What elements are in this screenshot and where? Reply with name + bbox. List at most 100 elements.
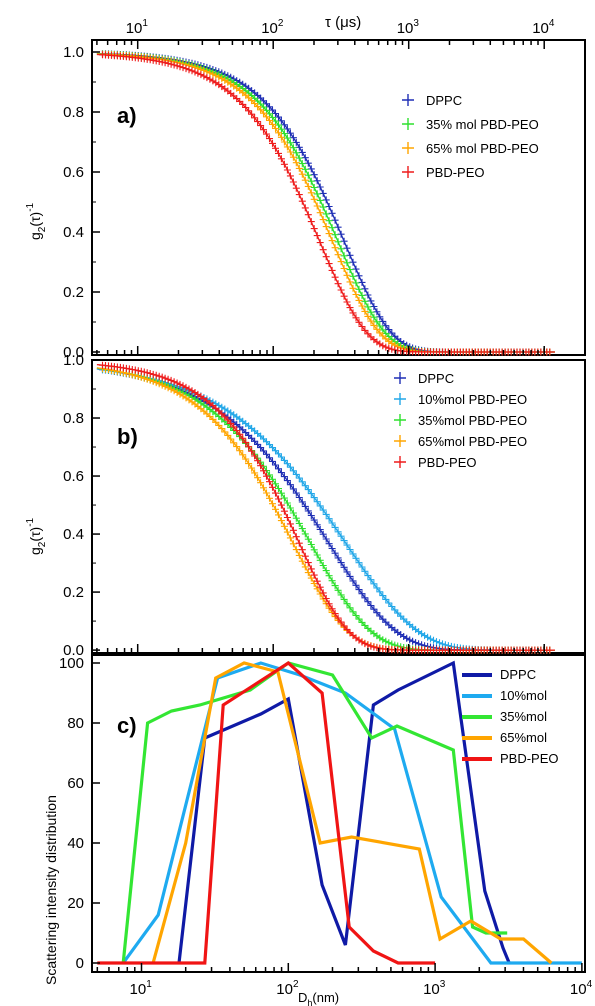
data-point-PBD [161,374,169,382]
data-point-10 [304,486,312,494]
data-point-PBD [292,533,300,541]
data-point-PBD [289,526,297,534]
data-point-10 [433,638,440,646]
data-point-DPPC [269,457,276,465]
data-point-DPPC [254,440,262,448]
data-point-65 [239,451,247,459]
data-point-DPPC [283,125,291,133]
c-y-tick-label: 0 [76,955,84,972]
data-point-PBD [343,625,351,633]
data-point-PBD [239,100,247,108]
data-point-PBD [227,419,235,427]
data-point-PBD [218,410,226,418]
data-point-65 [301,176,309,184]
panel-a-series [96,50,555,356]
data-point-65 [304,569,312,577]
panel-c-legend: DPPC 10%mol 35%mol 65%mol PBD-PEO [462,667,559,766]
data-point-65 [242,455,250,463]
data-point-65 [167,385,175,393]
data-point-DPPC [260,97,267,105]
data-point-DPPC [379,317,387,325]
data-point-DPPC [379,615,387,623]
data-point-65 [254,474,262,482]
data-point-PBD [239,434,247,442]
data-point-PBD [275,495,282,503]
data-point-DPPC [388,329,396,337]
data-point-35 [275,121,282,129]
data-point-PBD [191,68,199,76]
data-point-35 [304,171,312,179]
data-point-10 [340,537,348,545]
data-point-PBD [260,126,267,134]
data-point-PBD [242,438,250,446]
legend-label: 10%mol PBD-PEO [418,392,527,407]
data-point-35 [367,308,375,316]
data-point-10 [421,632,429,640]
b-y-tick-label: 1.0 [63,352,84,369]
data-point-35 [343,600,351,608]
data-point-35 [361,297,369,305]
data-point-DPPC [295,494,303,501]
data-point-65 [155,380,163,388]
panel-c-frame [91,654,586,973]
data-point-PBD [242,104,250,111]
data-point-PBD [182,383,190,391]
data-point-65 [266,494,273,502]
data-point-65 [227,435,235,443]
data-point-65 [206,69,214,77]
panel-b-ylabel: g2(τ)-1 [25,517,48,555]
data-point-65 [331,244,339,252]
data-point-PBD [382,343,390,351]
legend-marker [402,94,414,106]
data-point-PBD [179,64,187,72]
data-point-35 [340,252,348,260]
data-point-65 [173,389,181,396]
data-point-35 [307,177,315,185]
data-point-PBD [173,379,181,387]
legend-label: DPPC [426,93,462,108]
data-point-10 [316,502,324,510]
legend-label: 35%mol [500,709,547,724]
data-point-PBD [275,149,282,157]
data-point-DPPC [301,502,309,510]
a-y-tick-label: 0.4 [63,224,84,241]
data-point-35 [358,618,366,626]
legend-marker [402,166,414,178]
data-point-PBD [269,483,276,491]
data-point-DPPC [361,594,369,602]
data-point-65 [251,100,259,107]
data-point-65 [307,574,315,582]
data-point-35 [337,245,345,253]
data-point-65 [325,230,333,238]
data-point-DPPC [352,265,360,273]
data-point-PBD [158,58,166,66]
data-point-10 [292,470,300,478]
data-point-DPPC [310,516,318,524]
data-point-PBD [188,67,196,75]
data-point-DPPC [283,477,291,485]
data-point-DPPC [307,165,315,173]
c-x-tick-label: 104 [570,979,593,998]
data-point-10 [272,447,279,455]
fit-line-PBD [96,363,555,651]
data-point-DPPC [349,258,357,266]
data-point-PBD [343,298,351,306]
data-point-35 [325,572,333,580]
data-point-65 [349,284,357,292]
data-point-PBD [134,367,142,375]
c-x-tick-label: 103 [423,979,446,998]
data-point-65 [292,159,300,167]
data-point-PBD [364,641,372,649]
top-tick-label: 104 [532,18,555,37]
data-point-DPPC [340,237,348,245]
data-point-DPPC [322,196,330,204]
data-point-DPPC [331,216,339,224]
data-point-35 [370,313,378,321]
data-point-DPPC [245,431,253,439]
data-point-PBD [146,370,154,377]
data-point-DPPC [406,636,414,644]
data-point-PBD [152,371,160,379]
b-y-tick-label: 0.4 [63,526,84,543]
data-point-65 [313,202,321,210]
data-point-65 [313,585,321,593]
